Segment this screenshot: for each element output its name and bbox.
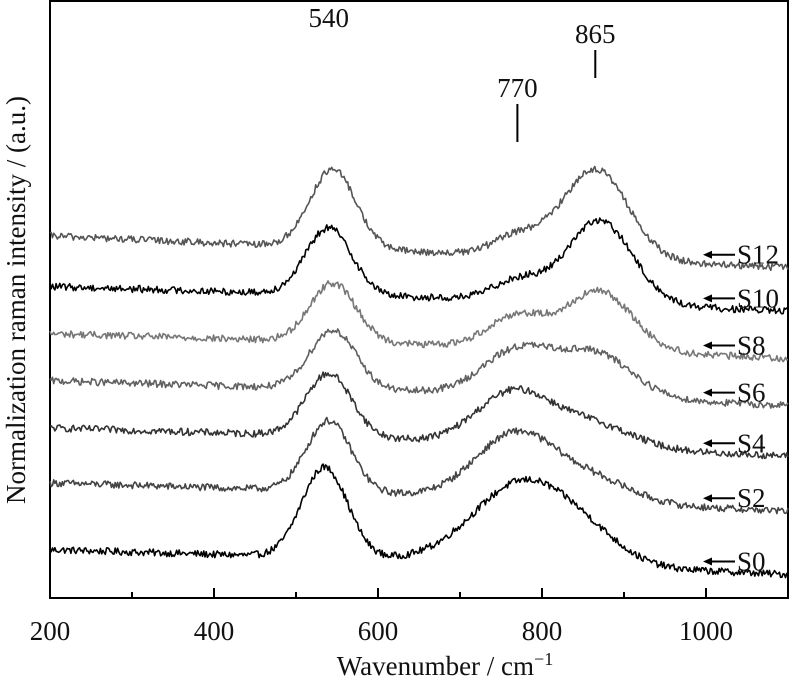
series-line-s8 bbox=[49, 280, 789, 363]
plot-frame bbox=[49, 0, 789, 599]
x-axis-ticks: 200 400 600 800 1000 bbox=[30, 588, 789, 646]
x-axis-title: Wavenumber / cm−1 bbox=[337, 649, 553, 681]
arrow-head-icon bbox=[703, 494, 712, 503]
x-tick-label: 200 bbox=[30, 616, 71, 646]
series-line-s12 bbox=[49, 165, 789, 272]
x-tick-label: 600 bbox=[358, 616, 399, 646]
series-line-s0 bbox=[49, 463, 789, 579]
x-tick-label: 1000 bbox=[679, 616, 733, 646]
arrow-head-icon bbox=[703, 439, 712, 448]
series-layer bbox=[49, 165, 789, 579]
series-label-s8: S8 bbox=[703, 330, 766, 360]
series-label-s6: S6 bbox=[703, 378, 766, 408]
series-label-s2: S2 bbox=[703, 483, 766, 513]
series-label-s4: S4 bbox=[703, 428, 766, 458]
arrow-head-icon bbox=[703, 294, 712, 303]
arrow-head-icon bbox=[703, 341, 712, 350]
arrow-head-icon bbox=[703, 557, 712, 566]
peak-label: 865 bbox=[575, 19, 616, 49]
series-label-text: S6 bbox=[737, 378, 766, 408]
series-label-text: S12 bbox=[737, 240, 779, 270]
y-axis-title: Normalization raman intensity / (a.u.) bbox=[1, 96, 31, 504]
series-label-s0: S0 bbox=[703, 546, 766, 576]
peak-annotations: 540 770 865 bbox=[309, 3, 616, 142]
series-line-s2 bbox=[49, 416, 789, 515]
x-tick-label: 800 bbox=[522, 616, 563, 646]
series-label-s10: S10 bbox=[703, 283, 779, 313]
series-labels: S0 S2 S4 S6 S8 S10 S12 bbox=[703, 240, 779, 576]
arrow-head-icon bbox=[703, 388, 712, 397]
peak-label: 540 bbox=[309, 3, 350, 33]
peak-annotation-865: 865 bbox=[575, 19, 616, 78]
peak-label: 770 bbox=[497, 73, 538, 103]
series-label-text: S4 bbox=[737, 428, 766, 458]
series-label-text: S8 bbox=[737, 330, 766, 360]
x-axis-title-superscript: −1 bbox=[534, 649, 553, 669]
series-label-text: S2 bbox=[737, 483, 766, 513]
series-label-s12: S12 bbox=[703, 240, 779, 270]
series-line-s6 bbox=[49, 328, 789, 409]
series-line-s4 bbox=[49, 371, 789, 460]
series-line-s10 bbox=[49, 217, 789, 315]
peak-annotation-770: 770 bbox=[497, 73, 538, 142]
peak-annotation-540: 540 bbox=[309, 3, 350, 33]
arrow-head-icon bbox=[703, 250, 712, 259]
series-label-text: S0 bbox=[737, 546, 766, 576]
series-label-text: S10 bbox=[737, 283, 779, 313]
x-tick-label: 400 bbox=[194, 616, 235, 646]
